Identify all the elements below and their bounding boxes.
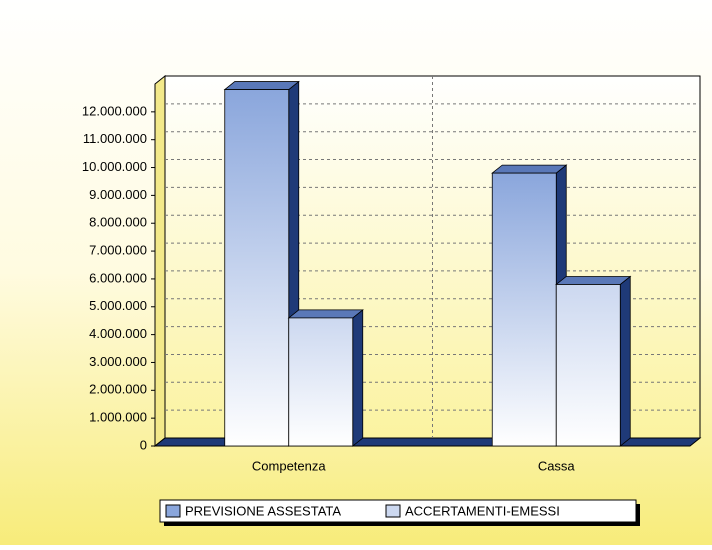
legend-label: ACCERTAMENTI-EMESSI [405,503,560,518]
bar-top [555,276,632,285]
bar-side [619,275,631,447]
y-tick-label: 7.000.000 [89,243,147,258]
y-tick-label: 6.000.000 [89,270,147,285]
bar [224,89,290,447]
y-tick-label: 4.000.000 [89,326,147,341]
y-tick-label: 5.000.000 [89,298,147,313]
bar [491,172,557,447]
legend-swatch [165,504,181,518]
y-tick-label: 10.000.000 [82,159,147,174]
left-wall [154,74,166,448]
legend-label: PREVISIONE ASSESTATA [185,503,341,518]
bar-top [223,81,300,90]
y-tick-label: 12.000.000 [82,103,147,118]
y-tick-label: 3.000.000 [89,354,147,369]
bar-top [287,309,364,319]
y-tick-label: 0 [140,437,147,452]
x-tick-label: Competenza [252,458,326,473]
bar-top [491,164,568,174]
y-tick-label: 2.000.000 [89,382,147,397]
bar-side [352,309,364,447]
legend-swatch [385,504,401,518]
bar [555,284,621,447]
x-tick-label: Cassa [538,458,576,473]
y-tick-label: 11.000.000 [83,131,147,146]
bar [288,317,354,447]
y-tick-label: 1.000.000 [89,410,147,425]
y-tick-label: 8.000.000 [89,215,147,230]
y-tick-label: 9.000.000 [89,187,147,202]
